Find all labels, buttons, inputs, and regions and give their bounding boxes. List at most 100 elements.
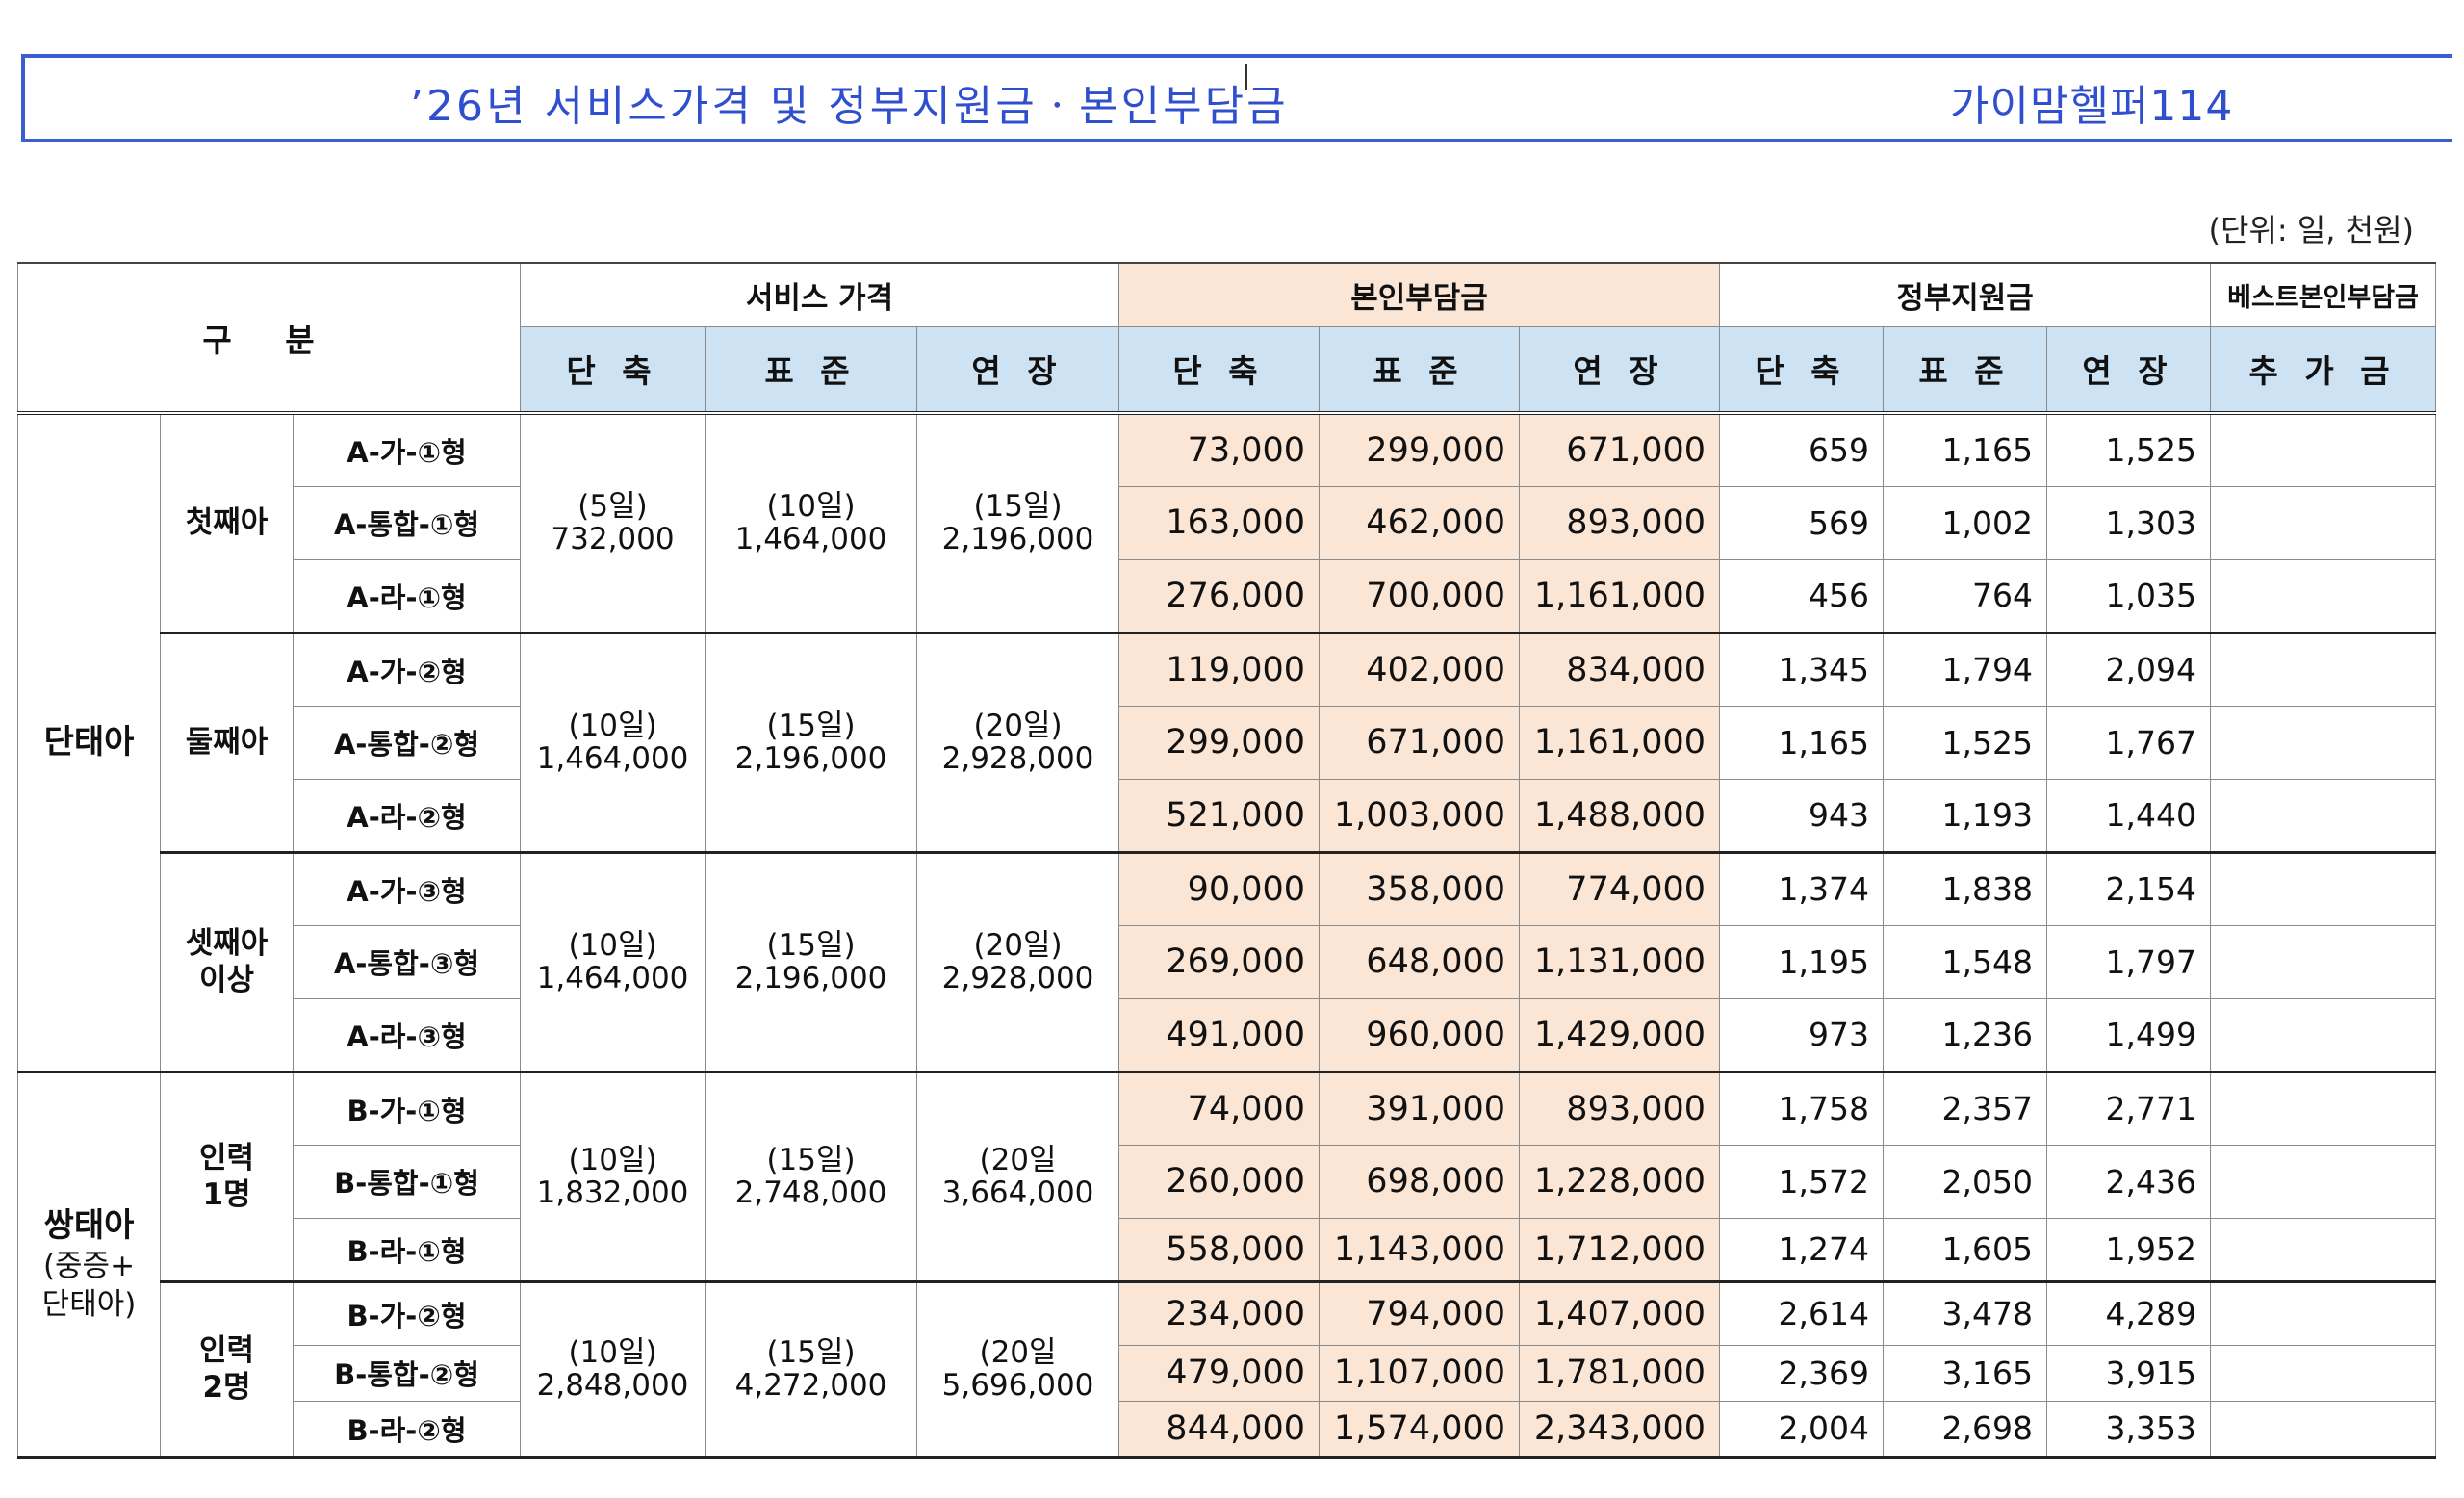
self-extended: 1,781,000 [1519, 1344, 1721, 1402]
child-label-line: 첫째아 [185, 505, 269, 541]
price-standard: (15일) 2,196,000 [705, 850, 918, 1072]
service-type: B-통합-②형 [292, 1344, 522, 1402]
table-row: 셋째아 이상 A-가-③형 (10일) 1,464,000 (15일) 2,196,000(… [18, 850, 2437, 1072]
gov-short: 2,004 [1719, 1400, 1885, 1459]
self-extended: 1,407,000 [1519, 1279, 1721, 1346]
self-standard: 299,000 [1319, 411, 1521, 487]
self-standard: 402,000 [1319, 631, 1521, 707]
header-price-short: 단 축 [520, 325, 706, 415]
group-name: 단태아 [43, 723, 135, 762]
self-short: 558,000 [1118, 1217, 1321, 1282]
self-short: 299,000 [1118, 705, 1321, 780]
additional-amount [2210, 705, 2437, 780]
self-short: 234,000 [1118, 1279, 1321, 1346]
self-extended: 2,343,000 [1519, 1400, 1721, 1459]
service-type: B-가-①형 [292, 1070, 522, 1146]
gov-extended: 2,094 [2046, 631, 2212, 707]
gov-short: 456 [1719, 558, 1885, 633]
self-extended: 1,161,000 [1519, 558, 1721, 633]
gov-short: 943 [1719, 778, 1885, 853]
price-extended: (20일) 2,928,000 [916, 850, 1120, 1072]
self-extended: 1,429,000 [1519, 997, 1721, 1072]
price-extended: (20일) 2,928,000 [916, 631, 1120, 853]
price-extended-line: 2,196,000 [941, 522, 1094, 557]
gov-standard: 1,236 [1883, 997, 2048, 1072]
price-short-line: 1,832,000 [536, 1175, 689, 1210]
service-type: B-가-②형 [292, 1279, 522, 1346]
child-label-line: 이상 [198, 963, 255, 997]
gov-standard: 1,548 [1883, 924, 2048, 999]
self-short: 479,000 [1118, 1344, 1321, 1402]
price-extended-line: 3,664,000 [941, 1175, 1094, 1210]
self-extended: 834,000 [1519, 631, 1721, 707]
self-extended: 893,000 [1519, 485, 1721, 560]
price-short-line: 732,000 [551, 522, 675, 557]
price-short: (10일) 1,464,000 [520, 850, 706, 1072]
price-standard-line: (15일) [766, 1335, 856, 1370]
child-label-line: 둘째아 [185, 725, 269, 760]
price-short-line: (10일) [568, 928, 657, 963]
service-type: A-라-②형 [292, 778, 522, 853]
page-title: ’26년 서비스가격 및 정부지원금ㆍ본인부담금 [410, 82, 1289, 131]
additional-amount [2210, 1070, 2437, 1146]
price-extended-line: (20일 [979, 1143, 1057, 1177]
price-standard-line: 2,196,000 [734, 741, 887, 776]
gov-extended: 3,915 [2046, 1344, 2212, 1402]
text-cursor [1245, 64, 1247, 90]
service-type: B-라-①형 [292, 1217, 522, 1282]
self-standard: 671,000 [1319, 705, 1521, 780]
child-label: 인력 2명 [160, 1279, 294, 1459]
gov-extended: 1,440 [2046, 778, 2212, 853]
header-gov-extended: 연 장 [2046, 325, 2212, 415]
child-label: 첫째아 [160, 411, 294, 633]
gov-extended: 1,952 [2046, 1217, 2212, 1282]
gov-short: 569 [1719, 485, 1885, 560]
table-row: B-라-②형 844,000 1,574,000 2,343,000 2,004 2,69… [18, 1400, 2437, 1459]
self-extended: 774,000 [1519, 850, 1721, 926]
self-short: 119,000 [1118, 631, 1321, 707]
price-short-line: (10일) [568, 1143, 657, 1177]
self-standard: 1,574,000 [1319, 1400, 1521, 1459]
self-standard: 358,000 [1319, 850, 1521, 926]
additional-amount [2210, 1344, 2437, 1402]
service-type: A-통합-①형 [292, 485, 522, 560]
price-extended: (20일 3,664,000 [916, 1070, 1120, 1282]
gov-extended: 1,499 [2046, 997, 2212, 1072]
service-type: A-통합-②형 [292, 705, 522, 780]
child-label-line: 인력 [198, 1141, 255, 1175]
table-body: 단태아 첫째아 A-가-①형 (5일) 732,000 (10일) 1,464,000 (15… [17, 411, 2437, 1459]
price-extended-line: 2,928,000 [941, 741, 1094, 776]
gov-short: 1,345 [1719, 631, 1885, 707]
gov-short: 973 [1719, 997, 1885, 1072]
gov-standard: 1,002 [1883, 485, 2048, 560]
self-short: 90,000 [1118, 850, 1321, 926]
table-row: B-통합-①형 260,000 698,000 1,228,000 1,572 2,050… [18, 1144, 2437, 1219]
self-standard: 648,000 [1319, 924, 1521, 999]
table-row: A-통합-③형 269,000 648,000 1,131,000 1,195 1,548… [18, 924, 2437, 999]
service-type: A-가-①형 [292, 411, 522, 487]
gov-standard: 1,838 [1883, 850, 2048, 926]
additional-amount [2210, 485, 2437, 560]
gov-short: 2,369 [1719, 1344, 1885, 1402]
additional-amount [2210, 558, 2437, 633]
price-standard-line: (15일) [766, 928, 856, 963]
gov-extended: 2,154 [2046, 850, 2212, 926]
price-short-line: 1,464,000 [536, 741, 689, 776]
price-extended-line: (20일) [973, 928, 1063, 963]
header-best-self-pay: 베스트본인부담금 [2210, 262, 2437, 327]
self-short: 844,000 [1118, 1400, 1321, 1459]
service-type: A-라-①형 [292, 558, 522, 633]
header-gov-standard: 표 준 [1883, 325, 2048, 415]
header-gov-short: 단 축 [1719, 325, 1885, 415]
service-type: A-라-③형 [292, 997, 522, 1072]
table-row: A-통합-②형 299,000 671,000 1,161,000 1,165 1,525… [18, 705, 2437, 780]
price-extended: (20일 5,696,000 [916, 1279, 1120, 1459]
group-label: 쌍태아 (중증+ 단태아) [17, 1070, 161, 1459]
table-row: B-라-①형 558,000 1,143,000 1,712,000 1,274 1,60… [18, 1217, 2437, 1282]
gov-short: 1,165 [1719, 705, 1885, 780]
self-extended: 1,228,000 [1519, 1144, 1721, 1219]
self-extended: 1,161,000 [1519, 705, 1721, 780]
self-standard: 794,000 [1319, 1279, 1521, 1346]
self-standard: 391,000 [1319, 1070, 1521, 1146]
self-standard: 1,107,000 [1319, 1344, 1521, 1402]
